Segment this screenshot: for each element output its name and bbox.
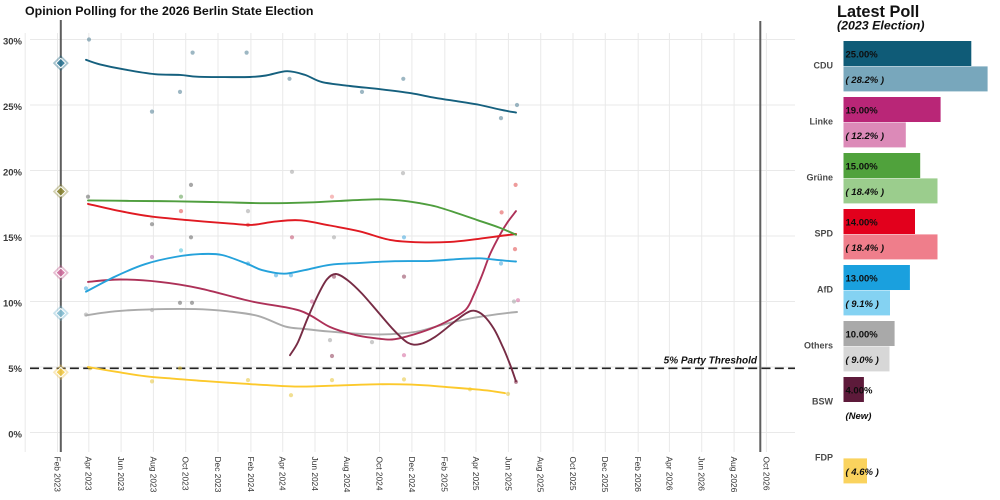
- svg-text:Apr 2023: Apr 2023: [84, 457, 94, 491]
- svg-text:10.00%: 10.00%: [846, 330, 879, 341]
- svg-text:20%: 20%: [3, 168, 23, 179]
- svg-text:Jun 2024: Jun 2024: [310, 457, 320, 492]
- svg-text:Jun 2026: Jun 2026: [697, 457, 707, 492]
- svg-text:10%: 10%: [3, 299, 23, 310]
- svg-text:(New): (New): [846, 411, 872, 422]
- svg-text:FDP: FDP: [815, 453, 833, 463]
- svg-text:Feb 2023: Feb 2023: [52, 457, 62, 493]
- svg-text:Aug 2024: Aug 2024: [342, 457, 352, 493]
- svg-text:( 12.2% ): ( 12.2% ): [846, 131, 885, 142]
- svg-text:( 18.4% ): ( 18.4% ): [846, 243, 885, 254]
- svg-text:AfD: AfD: [817, 285, 833, 295]
- svg-text:Aug 2026: Aug 2026: [729, 457, 739, 493]
- svg-text:25.00%: 25.00%: [846, 50, 879, 61]
- svg-text:19.00%: 19.00%: [846, 106, 879, 117]
- svg-text:Jun 2025: Jun 2025: [503, 457, 513, 492]
- svg-text:5% Party Threshold: 5% Party Threshold: [664, 356, 758, 367]
- svg-text:14.00%: 14.00%: [846, 218, 879, 229]
- svg-text:( 9.1% ): ( 9.1% ): [846, 299, 879, 310]
- svg-text:Oct 2026: Oct 2026: [761, 457, 771, 491]
- svg-text:Feb 2025: Feb 2025: [440, 457, 450, 493]
- svg-text:Feb 2026: Feb 2026: [633, 457, 643, 493]
- svg-text:Apr 2025: Apr 2025: [471, 457, 481, 491]
- svg-text:25%: 25%: [3, 102, 23, 113]
- svg-text:Jun 2023: Jun 2023: [116, 457, 126, 492]
- svg-text:Linke: Linke: [809, 117, 833, 127]
- svg-text:SPD: SPD: [814, 229, 833, 239]
- svg-text:Aug 2023: Aug 2023: [148, 457, 158, 493]
- svg-text:13.00%: 13.00%: [846, 274, 879, 285]
- svg-text:( 28.2% ): ( 28.2% ): [846, 75, 885, 86]
- svg-text:BSW: BSW: [812, 397, 834, 407]
- svg-text:15.00%: 15.00%: [846, 162, 879, 173]
- svg-text:Dec 2024: Dec 2024: [407, 457, 417, 493]
- svg-text:30%: 30%: [3, 37, 23, 48]
- svg-text:5%: 5%: [8, 364, 22, 375]
- svg-text:15%: 15%: [3, 233, 23, 244]
- svg-text:Oct 2024: Oct 2024: [375, 457, 385, 491]
- svg-text:( 9.0% ): ( 9.0% ): [846, 355, 879, 366]
- svg-text:Dec 2023: Dec 2023: [213, 457, 223, 493]
- svg-text:0%: 0%: [8, 430, 22, 441]
- svg-text:Apr 2024: Apr 2024: [278, 457, 288, 491]
- svg-text:Oct 2023: Oct 2023: [181, 457, 191, 491]
- svg-text:(2023 Election): (2023 Election): [837, 19, 924, 33]
- svg-text:CDU: CDU: [814, 61, 834, 71]
- svg-text:Aug 2025: Aug 2025: [536, 457, 546, 493]
- svg-text:Others: Others: [804, 341, 833, 351]
- svg-text:( 4.6% ): ( 4.6% ): [846, 467, 879, 478]
- svg-text:Apr 2026: Apr 2026: [664, 457, 674, 491]
- svg-text:Feb 2024: Feb 2024: [246, 457, 256, 493]
- svg-text:Grüne: Grüne: [806, 173, 833, 183]
- svg-text:4.00%: 4.00%: [846, 386, 873, 397]
- svg-text:Dec 2025: Dec 2025: [600, 457, 610, 493]
- svg-text:Opinion Polling for the 2026 B: Opinion Polling for the 2026 Berlin Stat…: [25, 4, 313, 18]
- svg-text:Latest Poll: Latest Poll: [837, 3, 919, 21]
- svg-text:Oct 2025: Oct 2025: [568, 457, 578, 491]
- svg-text:( 18.4% ): ( 18.4% ): [846, 187, 885, 198]
